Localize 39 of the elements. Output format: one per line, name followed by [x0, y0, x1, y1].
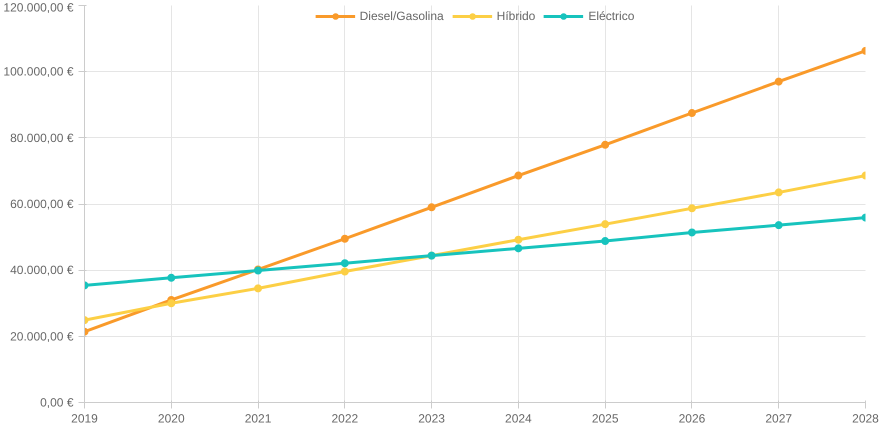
y-tick-label: 100.000,00 € — [3, 64, 74, 79]
point — [254, 284, 262, 292]
point — [340, 259, 349, 268]
legend-label: Diesel/Gasolina — [360, 9, 444, 23]
x-tick-label: 2023 — [418, 412, 446, 426]
x-tick-label: 2028 — [852, 412, 880, 426]
legend-label: Híbrido — [496, 9, 536, 23]
x-tick-label: 2027 — [765, 412, 792, 426]
point — [428, 203, 436, 212]
point — [167, 274, 176, 282]
point — [514, 244, 522, 252]
y-tick-label: 40.000,00 € — [10, 263, 74, 278]
point — [688, 228, 696, 236]
y-tick-label: 120.000,00 € — [3, 0, 74, 14]
point — [514, 172, 522, 180]
point — [601, 237, 610, 246]
point — [688, 109, 696, 118]
y-tick-label: 0,00 € — [40, 396, 74, 410]
x-tick-label: 2020 — [158, 412, 185, 426]
x-tick-label: 2024 — [505, 412, 532, 426]
point — [774, 78, 783, 86]
point — [514, 236, 522, 244]
point — [688, 204, 696, 212]
point — [601, 140, 610, 149]
x-tick-label: 2021 — [244, 412, 272, 426]
point — [340, 234, 349, 243]
x-tick-label: 2026 — [678, 412, 706, 426]
y-tick-label: 60.000,00 € — [10, 197, 74, 211]
point — [601, 220, 610, 228]
x-tick-label: 2022 — [331, 412, 359, 426]
x-tick-label: 2019 — [71, 412, 98, 426]
y-tick-label: 20.000,00 € — [10, 329, 74, 344]
legend-label: Eléctrico — [588, 9, 634, 23]
x-tick-label: 2025 — [592, 412, 619, 426]
y-tick-label: 80.000,00 € — [10, 130, 74, 145]
point — [167, 299, 176, 308]
point — [774, 188, 783, 196]
point — [340, 267, 349, 276]
point — [774, 221, 783, 230]
